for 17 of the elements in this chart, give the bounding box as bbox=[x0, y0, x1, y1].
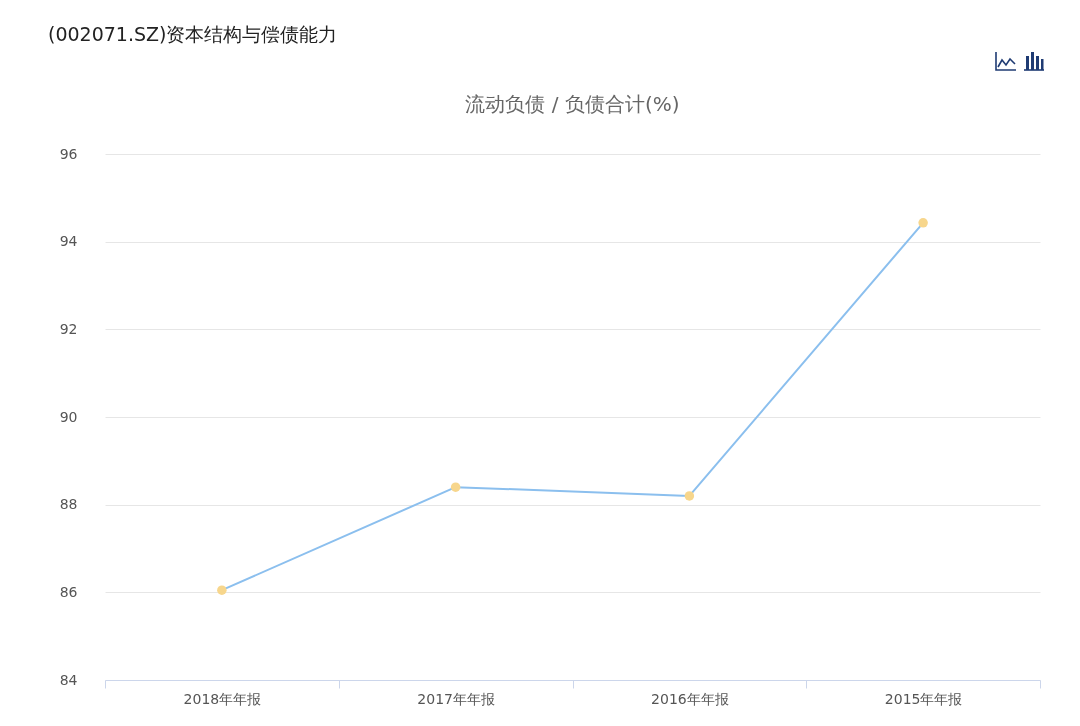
y-tick-label: 92 bbox=[59, 320, 78, 337]
x-tick-label: 2018年年报 bbox=[183, 690, 262, 707]
point bbox=[684, 491, 695, 501]
y-tick-label: 84 bbox=[59, 671, 78, 688]
y-tick-label: 96 bbox=[59, 145, 78, 162]
chart-subtitle: 流动负债 / 负债合计(%) bbox=[465, 92, 680, 116]
y-tick-label: 94 bbox=[59, 233, 78, 250]
point bbox=[918, 218, 928, 228]
x-tick-label: 2017年年报 bbox=[417, 690, 495, 707]
x-tick-label: 2016年年报 bbox=[651, 690, 729, 707]
point bbox=[217, 585, 227, 595]
point bbox=[450, 482, 461, 492]
y-tick-label: 90 bbox=[59, 408, 78, 425]
chart-title: (002071.SZ)资本结构与偿债能力 bbox=[48, 22, 338, 47]
x-tick-label: 2015年年报 bbox=[884, 690, 963, 707]
y-tick-label: 88 bbox=[59, 496, 78, 513]
y-tick-label: 86 bbox=[59, 583, 78, 600]
